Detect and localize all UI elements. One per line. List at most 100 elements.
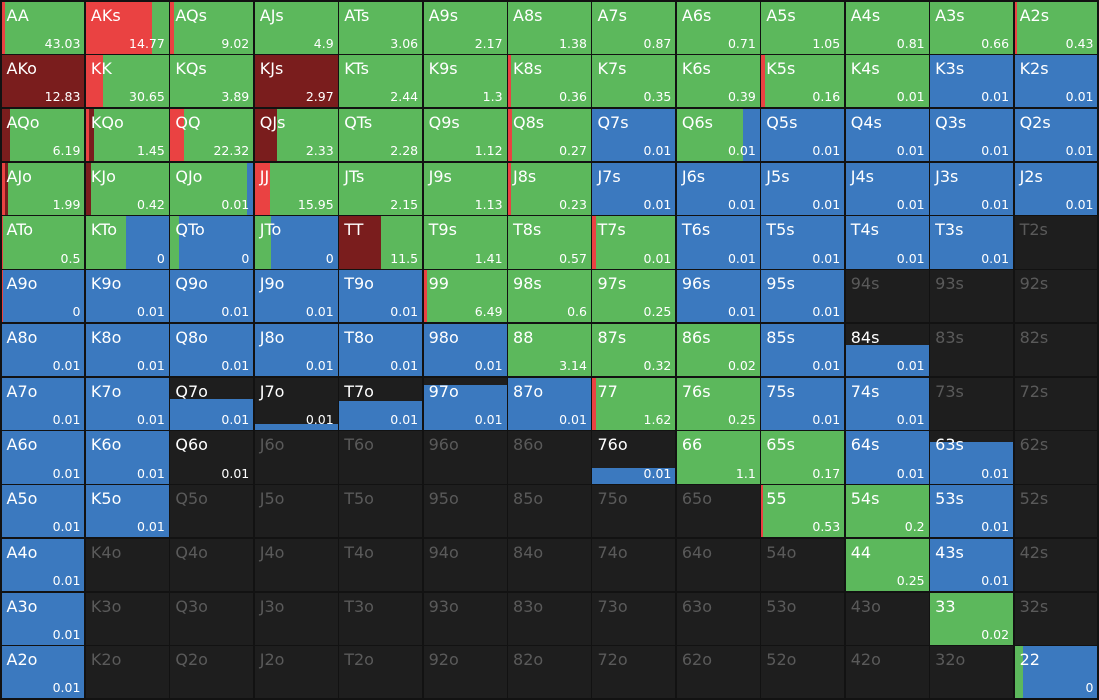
hand-cell: T7o 0.01 (339, 377, 423, 430)
hand-label: Q6s (681, 112, 713, 132)
hand-cell: T8s 0.57 (508, 216, 591, 269)
hand-label: QTs (344, 112, 373, 132)
hand-label: K3s (935, 59, 965, 79)
action-bar (254, 162, 270, 215)
action-bar (254, 1, 338, 54)
hand-label: K6s (681, 59, 711, 79)
hand-value: 0.87 (643, 35, 672, 51)
hand-cell: Q6s 0.01 (676, 108, 760, 162)
hand-value: 0.01 (896, 358, 925, 374)
action-bar (676, 1, 760, 54)
action-bar (845, 485, 929, 538)
action-bar (423, 270, 427, 323)
hand-label: 22 (1019, 650, 1040, 670)
hand-label: 85s (766, 327, 795, 347)
hand-cell: 32o (930, 646, 1014, 699)
action-bar (170, 55, 254, 108)
hand-label: T9o (344, 274, 374, 294)
action-bar (85, 216, 126, 269)
hand-cell: A3s 0.66 (930, 1, 1014, 54)
hand-value: 0.01 (981, 143, 1010, 159)
hand-label: 54s (850, 489, 880, 509)
hand-label: A5s (766, 5, 796, 25)
hand-label: JTs (344, 166, 365, 186)
hand-label: K5o (90, 489, 122, 509)
hand-value: 0.81 (896, 35, 925, 51)
action-bar (85, 485, 169, 538)
hand-label: 76s (681, 381, 711, 401)
hand-label: AQs (175, 5, 207, 25)
hand-cell: 66 1.1 (676, 431, 760, 484)
hand-label: ATo (6, 220, 34, 240)
action-bar (676, 270, 760, 323)
hand-value: 1.05 (812, 35, 841, 51)
hand-label: A5o (6, 489, 38, 509)
action-bar (85, 1, 153, 54)
action-bar (676, 108, 744, 162)
hand-label: 74o (597, 542, 628, 562)
hand-value: 0.01 (727, 143, 756, 159)
hand-label: T3s (935, 220, 964, 240)
hand-value: 1.12 (474, 143, 503, 159)
hand-label: J4o (259, 542, 285, 562)
hand-label: A2s (1019, 5, 1050, 25)
hand-label: K4s (850, 59, 880, 79)
hand-value: 0.6 (567, 304, 587, 320)
hand-value: 0.01 (221, 304, 250, 320)
action-bar (512, 108, 591, 162)
hand-label: 32o (935, 650, 966, 670)
action-bar (85, 55, 104, 108)
action-bar (592, 55, 676, 108)
hand-label: KTs (344, 59, 369, 79)
hand-label: 82o (513, 650, 544, 670)
hand-cell: T6o (339, 431, 423, 484)
action-bar (170, 270, 254, 323)
hand-label: 72s (1019, 381, 1049, 401)
hand-label: J5o (259, 489, 285, 509)
hand-label: AJs (259, 5, 284, 25)
action-bar (85, 270, 169, 323)
action-bar (4, 162, 9, 215)
hand-label: A3s (935, 5, 965, 25)
hand-cell: KJo 0.42 (85, 162, 169, 215)
hand-label: K4o (90, 542, 122, 562)
action-bar (508, 55, 512, 108)
hand-value: 0.17 (812, 465, 841, 481)
action-bar (90, 162, 169, 215)
hand-cell: A3o 0.01 (1, 592, 85, 645)
hand-cell: TT 11.5 (339, 216, 423, 269)
action-bar (173, 1, 254, 54)
hand-value: 0 (156, 250, 165, 266)
action-bar (94, 108, 169, 162)
hand-cell: 52o (761, 646, 845, 699)
hand-label: 73o (597, 596, 628, 616)
hand-cell: KQs 3.89 (170, 55, 254, 108)
hand-value: 0.01 (643, 196, 672, 212)
action-bar (676, 55, 760, 108)
hand-label: AA (6, 5, 29, 25)
hand-cell: 43o (845, 592, 929, 645)
action-bar (761, 485, 763, 538)
hand-value: 0.01 (896, 196, 925, 212)
hand-label: K3o (90, 596, 122, 616)
hand-label: J8o (259, 327, 285, 347)
hand-cell: JTo 0 (254, 216, 338, 269)
hand-value: 0.01 (474, 358, 503, 374)
hand-value: 0.01 (812, 143, 841, 159)
hand-value: 1.41 (474, 250, 503, 266)
hand-value: 0.01 (896, 250, 925, 266)
action-bar (845, 377, 929, 430)
hand-cell: Q8s 0.27 (508, 108, 591, 162)
hand-label: 83s (935, 327, 964, 347)
hand-cell: J3s 0.01 (930, 162, 1014, 215)
hand-label: Q5o (175, 489, 208, 509)
hand-label: A4o (6, 542, 38, 562)
action-bar (743, 108, 760, 162)
hand-cell: 74o (592, 538, 676, 592)
action-bar (380, 216, 423, 269)
hand-value: 0.01 (559, 411, 587, 427)
hand-cell: 53o (761, 592, 845, 645)
hand-label: T2s (1019, 220, 1048, 240)
action-bar (1, 1, 5, 54)
hand-cell: K8o 0.01 (85, 323, 169, 377)
